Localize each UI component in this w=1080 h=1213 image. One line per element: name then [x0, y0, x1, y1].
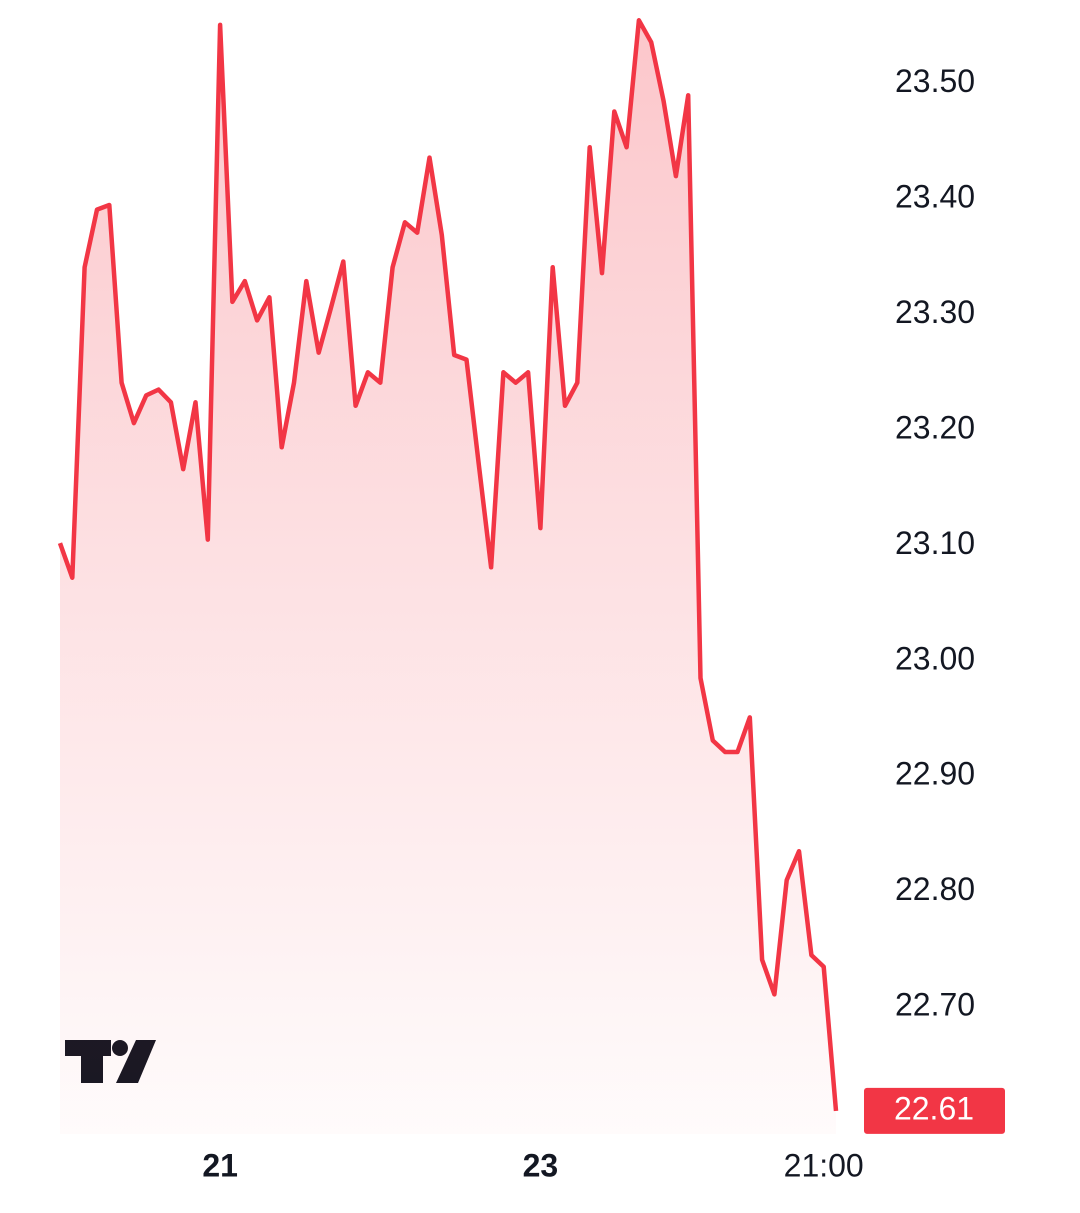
x-tick-label: 21:00 — [784, 1147, 864, 1183]
y-tick-label: 23.30 — [895, 294, 975, 330]
y-tick-label: 22.80 — [895, 871, 975, 907]
y-tick-label: 23.20 — [895, 409, 975, 445]
last-price-badge — [864, 1087, 1005, 1134]
y-tick-label: 23.10 — [895, 525, 975, 561]
last-price-label: 22.61 — [894, 1090, 974, 1126]
x-tick-label: 21 — [202, 1147, 238, 1183]
y-tick-label: 23.50 — [895, 63, 975, 99]
y-tick-label: 22.90 — [895, 756, 975, 792]
x-tick-label: 23 — [523, 1147, 559, 1183]
y-tick-label: 23.00 — [895, 640, 975, 676]
y-tick-label: 22.70 — [895, 987, 975, 1023]
y-tick-label: 23.40 — [895, 179, 975, 215]
area-fill — [60, 20, 836, 1134]
price-line — [57, 18, 839, 1112]
